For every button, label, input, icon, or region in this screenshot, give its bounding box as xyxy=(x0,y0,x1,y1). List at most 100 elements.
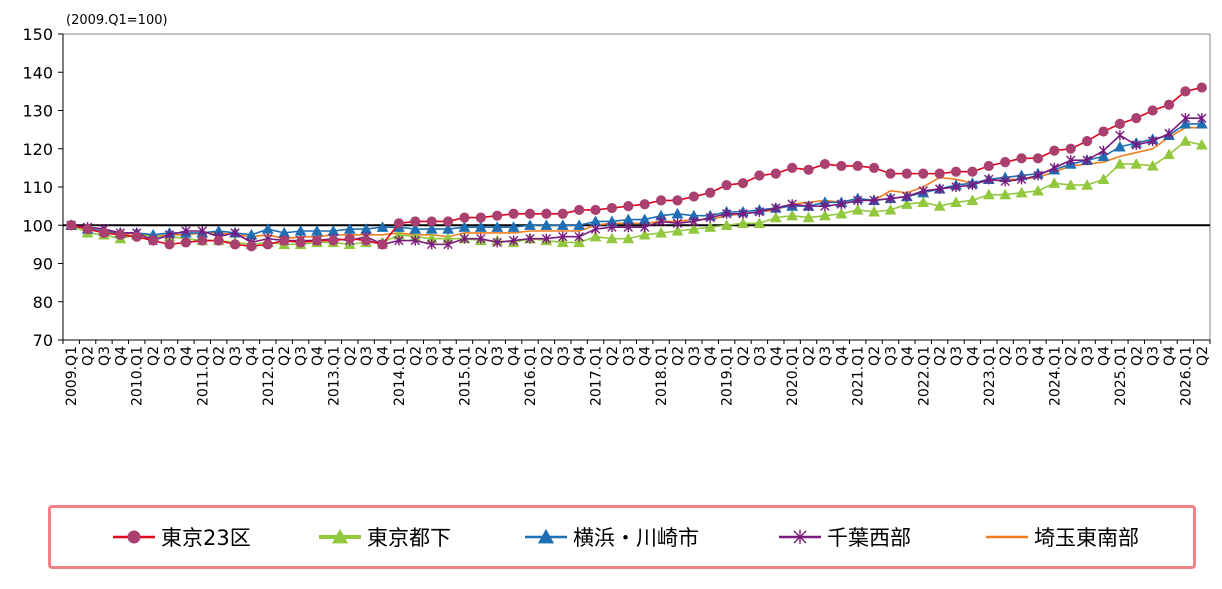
data-point xyxy=(754,170,765,181)
x-tick-label: Q4 xyxy=(507,346,523,366)
data-point xyxy=(793,529,807,545)
data-point xyxy=(66,220,77,231)
data-point xyxy=(851,203,864,215)
data-point xyxy=(803,201,814,212)
data-point xyxy=(262,239,273,250)
x-tick-label: Q4 xyxy=(572,346,588,366)
data-point xyxy=(458,221,471,232)
x-tick-label: Q2 xyxy=(802,346,818,366)
data-point xyxy=(917,196,930,207)
legend-item: 東京都下 xyxy=(319,526,451,550)
data-point xyxy=(508,235,519,246)
data-point xyxy=(1147,136,1158,147)
x-tick-label: 2026.Q1 xyxy=(1178,346,1194,406)
data-point xyxy=(492,237,502,248)
data-point xyxy=(639,222,650,233)
data-point xyxy=(737,178,749,189)
x-tick-label: Q3 xyxy=(294,346,310,366)
data-point xyxy=(999,188,1012,200)
x-tick-label: Q2 xyxy=(343,346,359,366)
data-point xyxy=(295,237,306,248)
data-point xyxy=(409,223,422,234)
x-tick-label: Q2 xyxy=(146,346,162,366)
data-point xyxy=(1146,159,1159,171)
data-point xyxy=(819,209,831,221)
x-tick-label: Q2 xyxy=(1195,346,1211,366)
x-tick-label: Q4 xyxy=(769,346,785,366)
data-point xyxy=(737,217,749,228)
data-point xyxy=(1097,150,1110,162)
data-point xyxy=(1097,173,1110,184)
data-point xyxy=(852,160,863,172)
data-point xyxy=(246,241,257,252)
legend-item: 埼玉東南部 xyxy=(986,526,1139,550)
x-tick-label: Q2 xyxy=(605,346,621,366)
x-tick-label: Q3 xyxy=(97,346,113,366)
data-point xyxy=(754,206,765,217)
data-point xyxy=(835,207,848,219)
x-tick-label: Q2 xyxy=(736,346,752,366)
legend-label: 東京23区 xyxy=(161,526,251,550)
data-point xyxy=(426,216,437,227)
legend-label: 千葉西部 xyxy=(827,526,911,550)
data-point xyxy=(951,181,961,193)
series-line xyxy=(71,126,1202,240)
data-point xyxy=(1180,86,1191,97)
legend-label: 東京都下 xyxy=(367,526,451,550)
legend-items: 東京23区 東京都下 横浜・川崎市 千葉西部 埼玉東南部 xyxy=(113,526,1139,550)
data-point xyxy=(656,216,666,227)
series-group xyxy=(65,82,1208,252)
x-tick-label: Q4 xyxy=(703,346,719,366)
data-point xyxy=(361,235,372,246)
data-point xyxy=(982,188,995,200)
data-point xyxy=(180,237,191,248)
x-tick-label: Q2 xyxy=(81,346,97,366)
data-point xyxy=(1114,118,1125,129)
data-point xyxy=(803,164,814,175)
data-point xyxy=(918,168,929,179)
data-point xyxy=(1098,145,1109,156)
x-tick-label: Q4 xyxy=(113,346,129,366)
data-point xyxy=(885,168,896,179)
data-point xyxy=(197,225,207,237)
data-point xyxy=(331,528,349,544)
data-point xyxy=(573,219,586,230)
x-tick-label: Q4 xyxy=(310,346,326,366)
x-tick-label: Q4 xyxy=(965,346,981,366)
data-point xyxy=(410,235,420,246)
y-tick-label: 110 xyxy=(22,178,53,197)
x-tick-label: Q4 xyxy=(441,346,457,366)
data-point xyxy=(1032,153,1044,164)
data-point xyxy=(574,231,584,242)
y-tick-label: 120 xyxy=(22,140,53,159)
data-point xyxy=(558,231,568,242)
data-point xyxy=(442,223,454,234)
x-tick-group: 2009.Q1 Q2 Q3 Q4 2010.Q1 Q2 Q3 Q4 2011.Q1 Q2 Q3 Q4 2… xyxy=(62,340,1211,406)
data-point xyxy=(672,195,683,206)
data-point xyxy=(1098,126,1109,137)
data-point xyxy=(786,209,799,221)
data-point xyxy=(410,216,421,227)
data-point xyxy=(557,208,568,219)
data-point xyxy=(115,229,126,240)
data-point xyxy=(164,229,175,240)
x-tick-label: Q3 xyxy=(359,346,375,366)
x-tick-label: Q4 xyxy=(900,346,916,366)
data-point xyxy=(213,235,224,246)
data-point xyxy=(705,212,715,223)
data-point xyxy=(541,233,552,244)
data-point xyxy=(868,205,881,217)
data-point xyxy=(1082,136,1093,147)
x-tick-label: Q2 xyxy=(474,346,490,366)
data-point xyxy=(1065,143,1076,154)
data-point xyxy=(721,208,732,219)
data-point xyxy=(901,168,912,179)
data-point xyxy=(770,168,781,179)
x-tick-label: Q2 xyxy=(212,346,228,366)
x-tick-label: 2019.Q1 xyxy=(720,346,736,406)
data-point xyxy=(787,199,797,210)
data-point xyxy=(671,224,684,236)
data-point xyxy=(524,208,536,219)
legend-item: 千葉西部 xyxy=(779,526,911,550)
